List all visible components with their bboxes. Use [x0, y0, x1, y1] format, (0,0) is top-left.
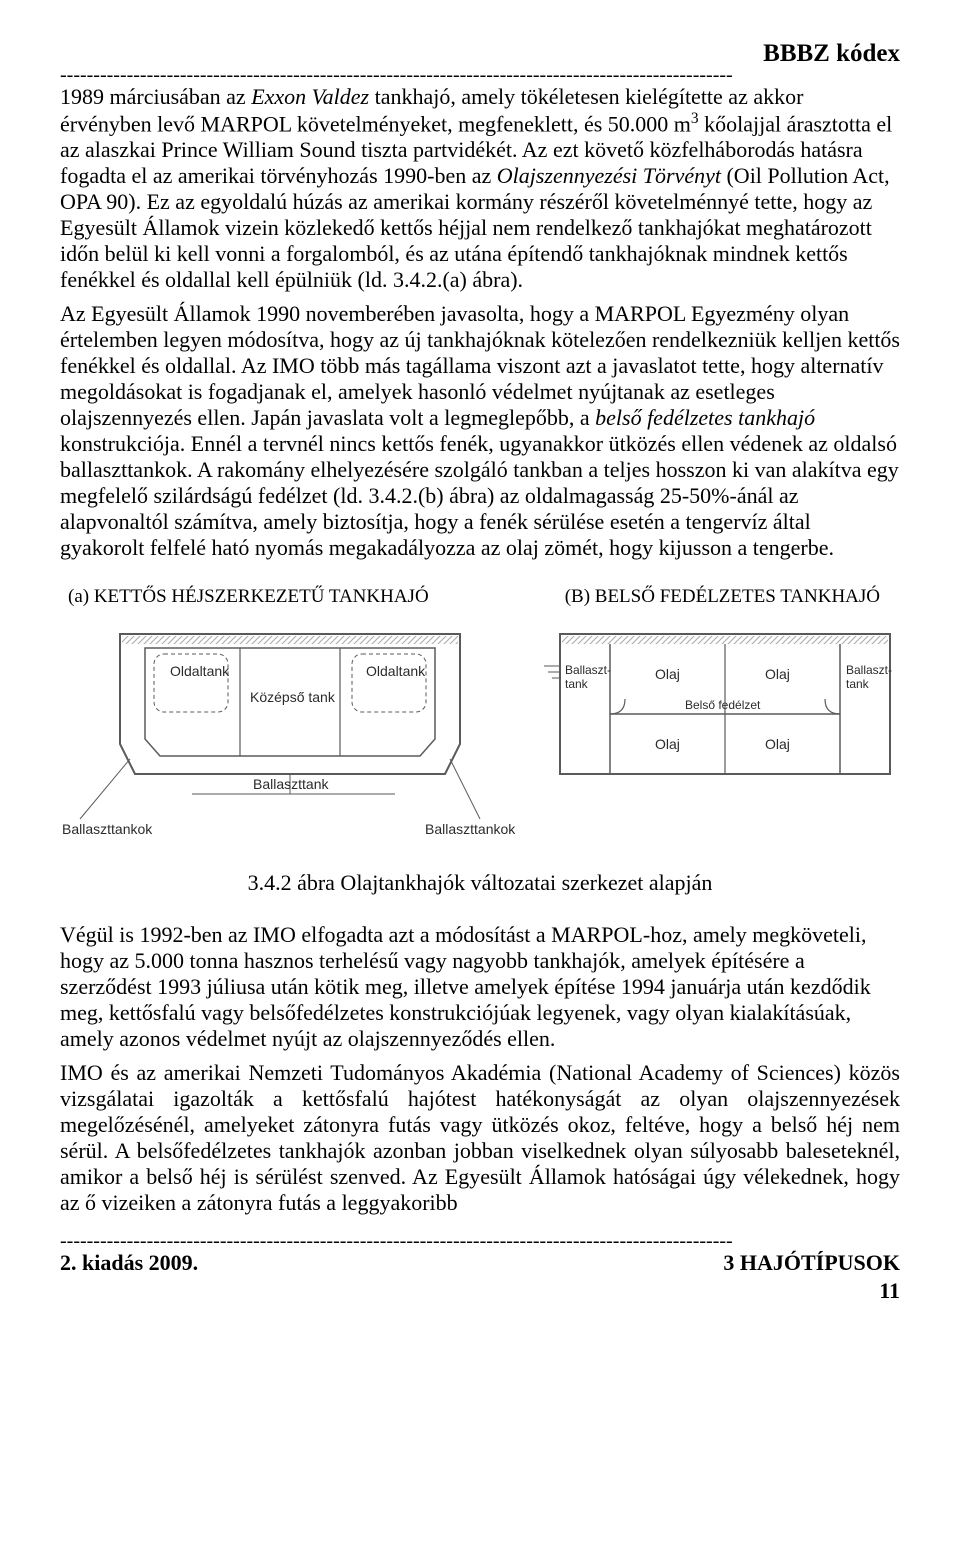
divider-bottom: ----------------------------------------… [60, 1236, 900, 1246]
label-ballaszttankok-r: Ballaszttankok [425, 821, 516, 837]
header-title: BBBZ kódex [60, 40, 900, 68]
label-ballaszttankok-l: Ballaszttankok [62, 821, 153, 837]
paragraph-3: Végül is 1992-ben az IMO elfogadta azt a… [60, 922, 900, 1052]
label-kozepso: Középső tank [250, 689, 336, 705]
figure-caption-a: (a) KETTŐS HÉJSZERKEZETŰ TANKHAJÓ [68, 586, 429, 608]
label-oldaltank-l: Oldaltank [170, 663, 230, 679]
footer-page-number: 11 [60, 1278, 900, 1304]
footer: ----------------------------------------… [60, 1236, 900, 1304]
label-olaj-4: Olaj [765, 736, 790, 752]
figure-caption-b: (B) BELSŐ FEDÉLZETES TANKHAJÓ [565, 586, 880, 608]
label-olaj-2: Olaj [765, 666, 790, 682]
label-ballaszt-r-1: Ballaszt- [846, 663, 892, 677]
label-olaj-3: Olaj [655, 736, 680, 752]
divider-top: ----------------------------------------… [60, 70, 900, 80]
footer-edition: 2. kiadás 2009. [60, 1250, 198, 1276]
page-container: BBBZ kódex -----------------------------… [0, 0, 960, 1334]
label-ballaszttank-c: Ballaszttank [253, 776, 329, 792]
figure-3-4-2: (a) KETTŐS HÉJSZERKEZETŰ TANKHAJÓ (B) BE… [60, 586, 900, 896]
label-oldaltank-r: Oldaltank [366, 663, 426, 679]
label-ballaszt-l-2: tank [565, 677, 589, 691]
paragraph-4: IMO és az amerikai Nemzeti Tudományos Ak… [60, 1060, 900, 1216]
label-belso-fedelezt: Belső fedélzet [685, 698, 761, 712]
label-ballaszt-r-2: tank [846, 677, 870, 691]
label-olaj-1: Olaj [655, 666, 680, 682]
label-ballaszt-l-1: Ballaszt- [565, 663, 611, 677]
figure-caption-main: 3.4.2 ábra Olajtankhajók változatai szer… [60, 870, 900, 896]
footer-section: 3 HAJÓTÍPUSOK [723, 1250, 900, 1276]
paragraph-2: Az Egyesült Államok 1990 novemberében ja… [60, 301, 900, 561]
figure-top-captions: (a) KETTŐS HÉJSZERKEZETŰ TANKHAJÓ (B) BE… [60, 586, 900, 608]
diagram-b: Ballaszt- tank Ballaszt- tank Olaj Olaj … [544, 634, 892, 774]
diagram-a: Oldaltank Oldaltank Középső tank Ballasz… [62, 634, 516, 837]
tanker-diagram-svg: Oldaltank Oldaltank Középső tank Ballasz… [60, 616, 900, 846]
paragraph-1: 1989 márciusában az Exxon Valdez tankhaj… [60, 84, 900, 293]
